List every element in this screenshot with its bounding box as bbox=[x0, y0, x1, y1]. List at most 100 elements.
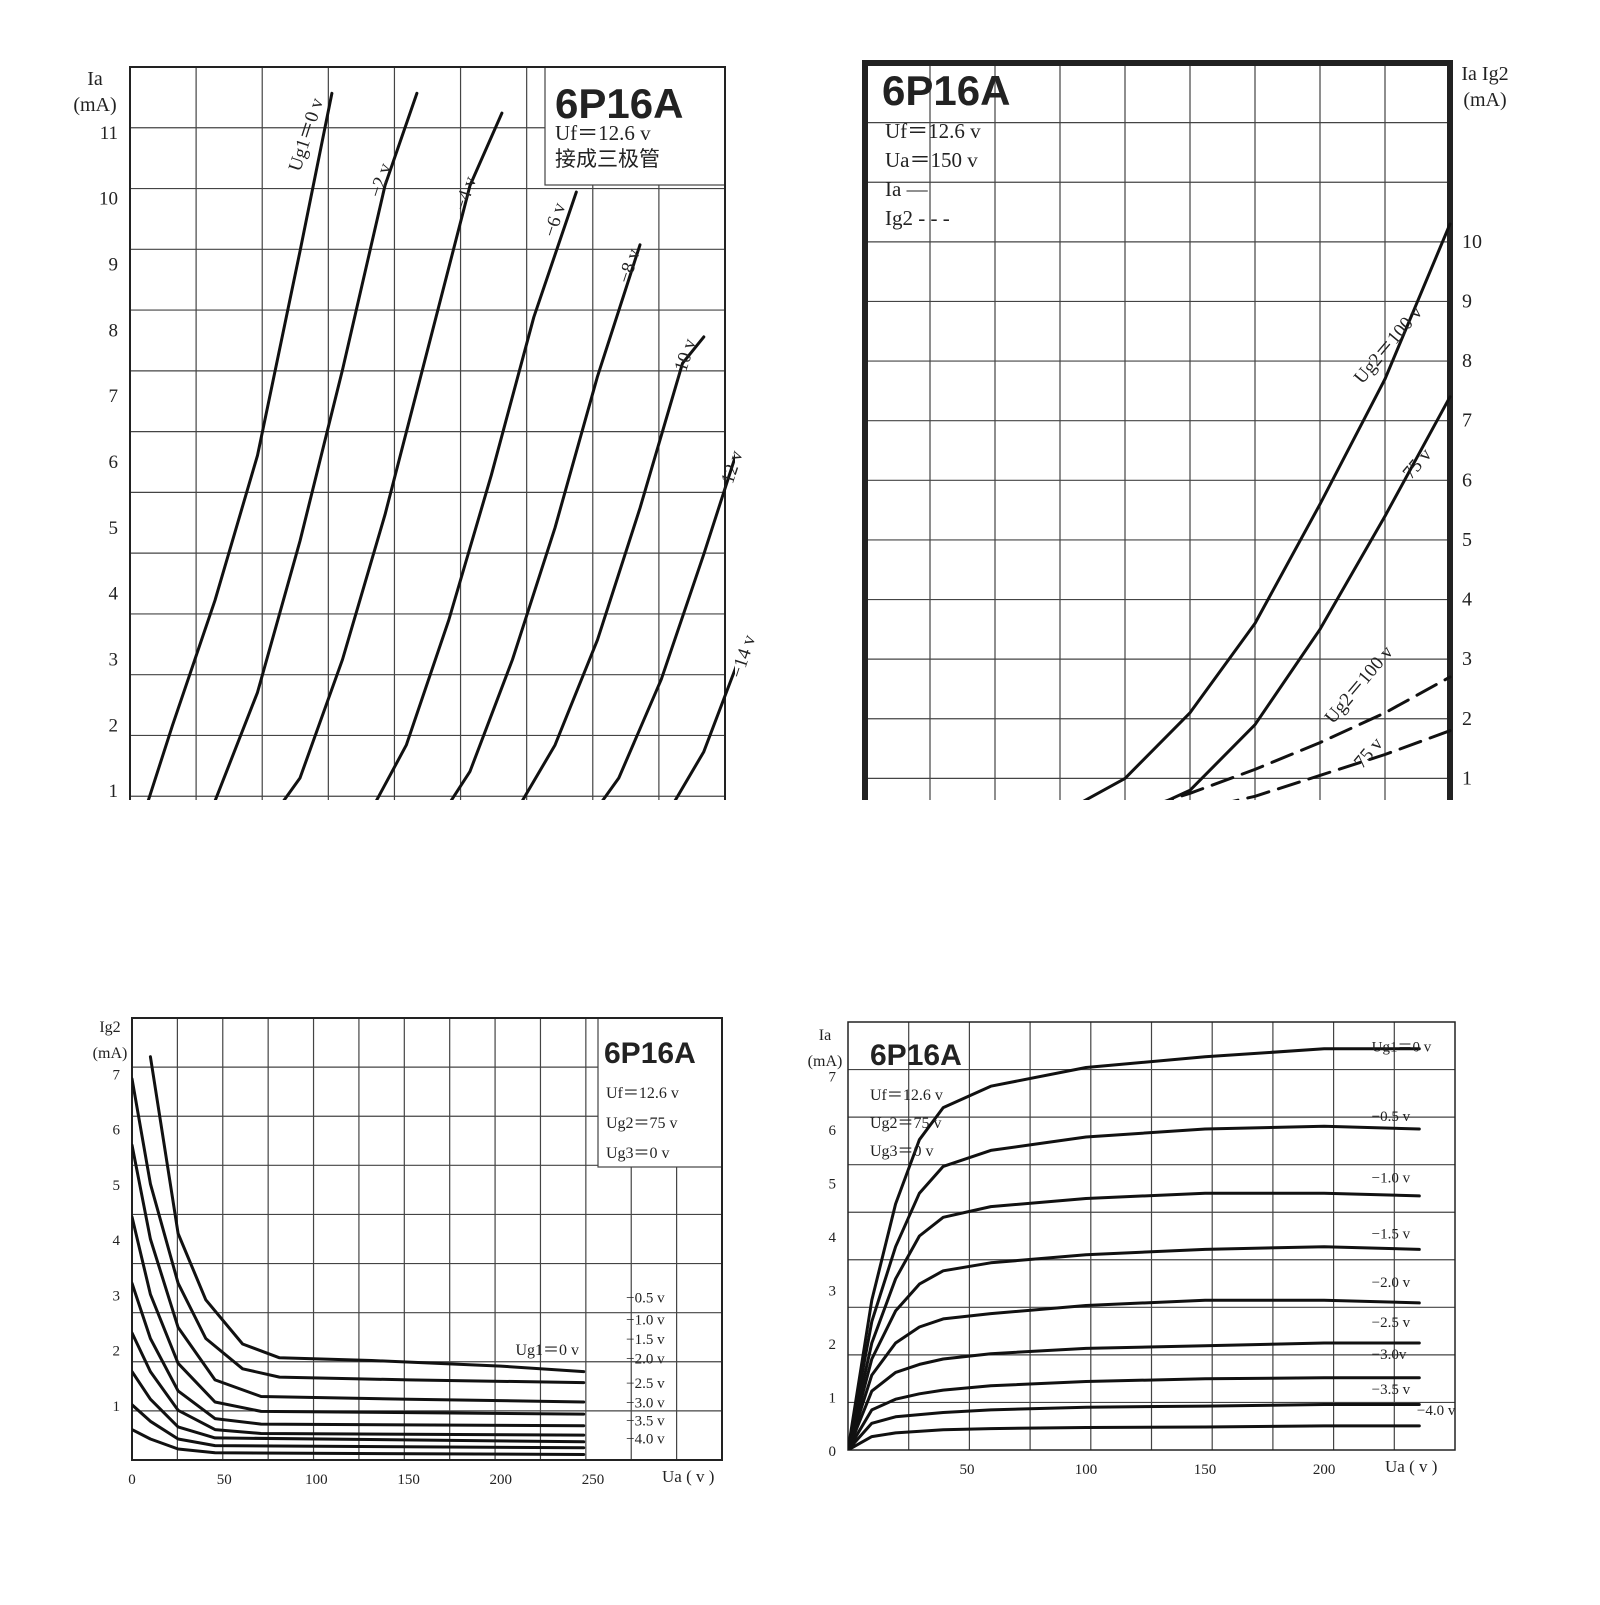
series-line-6 bbox=[848, 1376, 1421, 1450]
y-tick-label-1: 1 bbox=[829, 1391, 837, 1407]
chart-info-line-3: Ig2 - - - bbox=[885, 206, 950, 230]
y-tick-label-4: 5 bbox=[113, 1178, 121, 1194]
x-tick-label-1: 100 bbox=[1075, 1462, 1098, 1478]
y-tick-label-8: 9 bbox=[109, 255, 119, 276]
y-axis-label-line-1: (mA) bbox=[73, 94, 116, 116]
series-line-0 bbox=[130, 91, 334, 857]
series-group bbox=[848, 1047, 1421, 1450]
grid bbox=[130, 67, 725, 857]
y-tick-label-9: 10 bbox=[99, 189, 118, 210]
series-label-8: −4.0 v bbox=[1417, 1403, 1456, 1419]
plot-frame bbox=[847, 1021, 1456, 1451]
series-line-4 bbox=[132, 1281, 586, 1428]
y-tick-label-9: 9 bbox=[1462, 290, 1472, 312]
x-tick-label-1: 50 bbox=[217, 1472, 232, 1488]
y-tick-label-3: 3 bbox=[829, 1284, 837, 1300]
series-label-6: −12 v bbox=[714, 448, 748, 497]
series-label-8: −4.0 v bbox=[626, 1431, 665, 1447]
series-line-2 bbox=[234, 111, 504, 857]
series-label-6: −3.0v bbox=[1372, 1347, 1407, 1363]
x-tick-label-5: 250 bbox=[582, 1472, 605, 1488]
y-tick-label-6: 6 bbox=[1462, 469, 1472, 491]
chart-info-line-0: Uf＝12.6 v bbox=[885, 119, 981, 143]
series-label-2: −4 v bbox=[451, 174, 482, 214]
series-label-1: −0.5 v bbox=[626, 1291, 665, 1307]
y-tick-label-10: 10 bbox=[1462, 231, 1482, 253]
y-axis-label-line-1: (mA) bbox=[93, 1045, 128, 1062]
y-tick-label-6: 7 bbox=[109, 386, 119, 407]
y-tick-label-2: 3 bbox=[109, 650, 119, 671]
series-label-2: −1.0 v bbox=[1372, 1171, 1411, 1187]
x-tick-label-0: 50 bbox=[960, 1462, 975, 1478]
y-tick-label-4: 5 bbox=[109, 518, 119, 539]
y-tick-label-5: 5 bbox=[829, 1177, 837, 1193]
chart-info-line-1: 接成三极管 bbox=[555, 147, 660, 171]
y-tick-label-7: 8 bbox=[109, 320, 119, 341]
y-axis-label-line-0: Ig2 bbox=[99, 1019, 120, 1036]
y-tick-label-6: 7 bbox=[113, 1067, 121, 1083]
y-tick-label-0: 1 bbox=[113, 1399, 121, 1415]
x-tick-label-4: 200 bbox=[490, 1472, 513, 1488]
y-tick-label-4: 4 bbox=[829, 1230, 837, 1246]
series-label-2: Ug2＝100 v bbox=[1321, 642, 1398, 728]
series-label-3: 75 v bbox=[1350, 733, 1388, 772]
y-tick-label-4: 4 bbox=[1462, 589, 1472, 611]
y-axis-label-line-0: Ia bbox=[87, 68, 103, 90]
series-line-5 bbox=[132, 1331, 586, 1437]
chart-svg-top-left: Ug1＝0 v−2 v−4 v−6 v−8 v−10 v−12 v−14 v01… bbox=[73, 66, 761, 886]
chart-svg-bottom-left: −0.5 v −1.0 v −1.5 v −2.0 v −2.5 v −3.0 v −3.5… bbox=[93, 1017, 723, 1488]
series-label-3: −1.5 v bbox=[626, 1332, 665, 1348]
series-label-0: Ug2＝100 v bbox=[1350, 302, 1427, 388]
x-tick-label-2: 150 bbox=[1194, 1462, 1217, 1478]
info-box bbox=[597, 1017, 723, 1168]
chart-title: 6P16A bbox=[882, 67, 1010, 114]
series-line-3 bbox=[132, 1215, 586, 1416]
y-tick-label-0: 1 bbox=[109, 781, 119, 800]
series-line-3 bbox=[848, 1245, 1421, 1450]
y-tick-label-2: 3 bbox=[113, 1288, 121, 1304]
grid bbox=[865, 63, 1450, 838]
chart-title: 6P16A bbox=[555, 80, 683, 127]
y-axis-label-line-1: (mA) bbox=[1463, 89, 1506, 111]
y-tick-label-1: 2 bbox=[113, 1344, 121, 1360]
series-group bbox=[130, 91, 735, 857]
y-axis-label-line-1: (mA) bbox=[808, 1053, 843, 1070]
series-line-1 bbox=[848, 1124, 1421, 1450]
series-label-5: −2.5 v bbox=[626, 1376, 665, 1392]
series-label-7: −3.5 v bbox=[1372, 1382, 1411, 1398]
series-label-3: −1.5 v bbox=[1372, 1227, 1411, 1243]
chart-info-line-0: Uf＝12.6 v bbox=[555, 121, 651, 145]
y-tick-label-8: 8 bbox=[1462, 350, 1472, 372]
series-line-0 bbox=[848, 1047, 1421, 1450]
series-line-5 bbox=[848, 1341, 1421, 1450]
plot-frame bbox=[131, 1017, 723, 1461]
y-tick-label-1: 1 bbox=[1462, 767, 1472, 789]
chart-title: 6P16A bbox=[870, 1039, 962, 1072]
chart-info-line-0: Uf＝12.6 v bbox=[606, 1085, 679, 1102]
chart-info-line-1: Ug2＝75 v bbox=[606, 1115, 678, 1132]
series-group bbox=[132, 1055, 586, 1456]
chart-info-line-1: Ug2＝75 v bbox=[870, 1115, 942, 1132]
series-label-4: −2.0 v bbox=[1372, 1275, 1411, 1291]
chart-info-line-2: Ug3＝0 v bbox=[870, 1143, 934, 1160]
chart-info-line-2: Ia — bbox=[885, 177, 929, 201]
y-tick-label-5: 6 bbox=[113, 1123, 121, 1139]
x-tick-label-2: 100 bbox=[305, 1472, 328, 1488]
x-axis-label: Ua ( v ) bbox=[1385, 1457, 1437, 1476]
series-label-7: −14 v bbox=[727, 632, 761, 681]
series-label-0: Ug1＝0 v bbox=[1372, 1039, 1432, 1055]
chart-info-line-0: Uf＝12.6 v bbox=[870, 1087, 943, 1104]
y-tick-label-3: 4 bbox=[113, 1233, 121, 1249]
series-line-2 bbox=[848, 1191, 1421, 1450]
x-tick-label-0: 0 bbox=[128, 1472, 136, 1488]
chart-info-line-2: Ug3＝0 v bbox=[606, 1145, 670, 1162]
series-label-5: −2.5 v bbox=[1372, 1315, 1411, 1331]
y-tick-label-7: 7 bbox=[829, 1070, 837, 1086]
chart-title: 6P16A bbox=[604, 1037, 696, 1070]
y-tick-label-7: 7 bbox=[1462, 410, 1472, 432]
info-box bbox=[544, 66, 726, 186]
y-axis-label-line-0: Ia Ig2 bbox=[1461, 63, 1508, 85]
chart-info-line-1: Ua＝150 v bbox=[885, 148, 978, 172]
